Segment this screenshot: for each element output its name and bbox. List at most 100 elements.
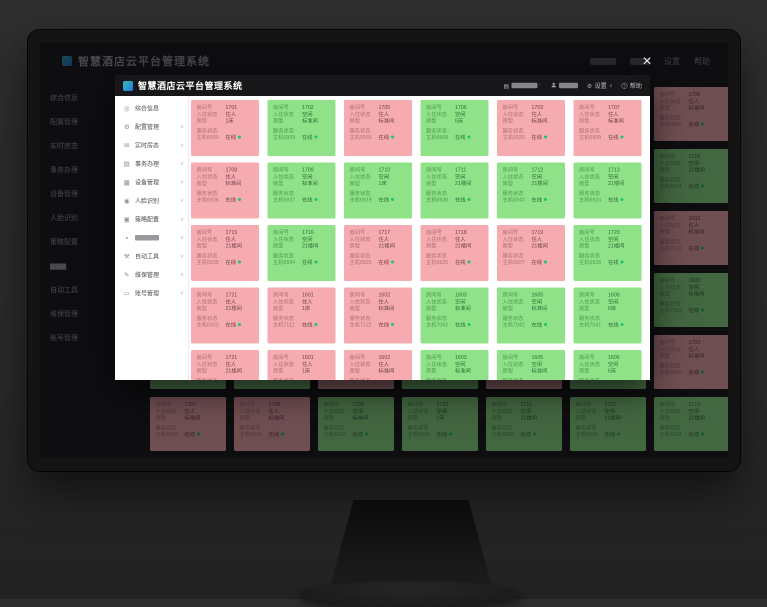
chevron-down-icon: ∨ (180, 272, 184, 278)
help-menu[interactable]: ? 帮助 (621, 81, 642, 90)
room-status-card[interactable]: 房间号 1718 入住状态 住人 房型 21楼间 服务状态 主机6925 在线 (420, 225, 489, 281)
host-number-label: 主机6908 (426, 134, 449, 141)
room-number-value: 1602 (378, 354, 391, 361)
room-status-card[interactable]: 房间号 1717 入住状态住人 房型 21楼间 服务状态 主机6931 在线 (344, 225, 412, 281)
online-status: 在线 (302, 197, 318, 204)
online-dot (620, 135, 624, 139)
room-status-card[interactable]: 房间号 1705 入住状态住人 房型 标准间 服务状态 主机6935 在线 (344, 100, 412, 156)
room-status-card[interactable]: 房间号 1706 入住状态 空闲 房型 6床 服务状态 主机6908 在线 (420, 100, 489, 156)
close-icon[interactable]: × (642, 53, 652, 70)
user-account-item[interactable] (551, 82, 578, 89)
occupancy-label: 入住状态 (196, 298, 218, 305)
online-status: 在线 (608, 197, 624, 204)
occupancy-value: 住人 (225, 298, 237, 305)
sidebar-item[interactable]: ▤ 事务办理 ∨ (123, 159, 184, 168)
room-status-card[interactable]: 房间号 1719 入住状态住人 房型 21楼间 服务状态 主机6927 在线 (497, 225, 565, 281)
occupancy-value: 住人 (378, 236, 390, 243)
room-status-card[interactable]: 房间号 1703 入住状态住人 房型 标准间 服务状态 主机6920 在线 (497, 100, 565, 156)
room-number-label: 房间号 (579, 104, 595, 111)
room-status-card[interactable]: 房间号 1701 入住状态住人 房型 1床 服务状态 主机6930 在线 (191, 100, 259, 156)
room-number-label: 房间号 (196, 167, 213, 173)
sidebar-item[interactable]: ▪ ∨ (115, 229, 188, 248)
room-type-value: 21楼间 (302, 243, 319, 249)
service-status-label: 服务状态 (579, 315, 600, 322)
online-status: 在线 (226, 260, 241, 267)
occupancy-label: 入住状态 (502, 236, 524, 243)
room-status-card[interactable]: 房间号 1720 入住状态 空闲 房型 21楼间 服务状态 主机6926 在线 (573, 225, 642, 281)
room-type-value: 6床 (455, 118, 464, 124)
room-type-label: 房型 (273, 180, 284, 187)
room-type-label: 房型 (502, 368, 514, 374)
room-status-card[interactable]: 房间号 1710 入住状态空闲 房型 1床 服务状态 主机6919 在线 (344, 162, 412, 219)
online-dot (620, 198, 624, 201)
room-status-card[interactable]: 房间号 1716 入住状态 空闲 房型 21楼间 服务状态 主机6934 在线 (267, 225, 336, 281)
occupancy-value: 住人 (302, 361, 313, 368)
sidebar-item[interactable]: ▦ 设备管理 ∨ (123, 178, 184, 186)
room-number-label: 房间号 (579, 229, 595, 236)
room-number-label: 房间号 (196, 292, 213, 298)
room-type-value: 21楼间 (608, 180, 625, 187)
sidebar-item[interactable]: ⚙ 配置管理 ∨ (123, 122, 184, 131)
room-type-label: 房型 (426, 368, 437, 374)
occupancy-label: 入住状态 (349, 298, 371, 305)
room-type-value: 标准间 (455, 305, 471, 312)
room-number-value: 1720 (608, 229, 620, 236)
online-dot (314, 323, 318, 326)
room-type-label: 房型 (196, 243, 208, 249)
host-number-label: 主机7062 (426, 322, 449, 328)
room-number-label: 房间号 (349, 229, 366, 236)
room-type-label: 房型 (502, 243, 514, 249)
hotel-account-item[interactable]: ▤ ◦ (504, 81, 542, 89)
room-type-value: 21楼间 (531, 243, 548, 249)
host-number-label: 主机6936 (196, 197, 219, 203)
room-number-value: 1703 (531, 104, 544, 111)
room-number-label: 房间号 (426, 104, 442, 111)
message-icon: ✉ (124, 141, 130, 149)
sidebar-item[interactable]: ◎ 综合信息 (123, 104, 160, 112)
room-status-card[interactable]: 房间号 1712 入住状态空闲 房型 21楼间 服务状态 主机6940 在线 (497, 162, 565, 219)
room-type-value: 1床 (378, 180, 387, 187)
sidebar-item[interactable]: ✎ 维保管理 ∨ (124, 270, 184, 279)
room-status-card[interactable]: 房间号 1715 入住状态住人 房型 21楼间 服务状态 主机6939 在线 (191, 225, 259, 281)
occupancy-value: 住人 (225, 173, 237, 180)
room-number-value: 1706 (455, 104, 467, 111)
sidebar-item[interactable]: ▣ 策略配置 ∨ (123, 215, 184, 223)
service-status-label: 服务状态 (426, 252, 447, 259)
strategy-icon: ▣ (123, 215, 130, 223)
sidebar-item[interactable]: ▭ 账号管理 ∨ (123, 289, 184, 297)
online-dot (467, 323, 471, 326)
help-label: 帮助 (629, 82, 642, 90)
occupancy-label: 入住状态 (579, 298, 600, 305)
room-status-card[interactable]: 房间号 1713 入住状态 空闲 房型 21楼间 服务状态 主机6924 在线 (573, 162, 642, 219)
settings-menu[interactable]: ⚙ 设置 ∨ (587, 81, 613, 90)
host-number-label: 主机6935 (349, 134, 372, 141)
room-number-label: 房间号 (349, 167, 366, 173)
host-number-label: 主机6919 (349, 197, 372, 203)
sidebar-item[interactable]: ◉ 人脸识别 ∨ (123, 196, 184, 205)
chevron-down-icon: ∨ (180, 235, 184, 241)
room-status-card[interactable]: 房间号 1707 入住状态 住人 房型 标准间 服务状态 主机6909 在线 (573, 100, 642, 156)
room-type-label: 房型 (349, 118, 361, 124)
occupancy-label: 入住状态 (349, 173, 371, 180)
room-status-card[interactable]: 房间号 1708 入住状态住人 房型 标准间 服务状态 主机6936 在线 (191, 162, 259, 219)
occupancy-label: 入住状态 (273, 361, 294, 368)
sidebar-item[interactable]: ✉ 实时房态 ∨ (124, 141, 184, 149)
occupancy-label: 入住状态 (426, 111, 447, 118)
occupancy-label: 入住状态 (502, 173, 524, 180)
room-status-card[interactable]: 房间号 1711 入住状态 空闲 房型 21楼间 服务状态 主机6938 在线 (420, 162, 489, 219)
room-status-card[interactable]: 房间号 1709 入住状态 空闲 房型 标准间 服务状态 主机6937 在线 (267, 162, 336, 219)
room-status-card[interactable]: 房间号 1702 入住状态 空闲 房型 标准间 服务状态 主机6929 在线 (267, 100, 336, 156)
sidebar-item[interactable]: ⚒ 自动工具 ∨ (123, 252, 184, 260)
